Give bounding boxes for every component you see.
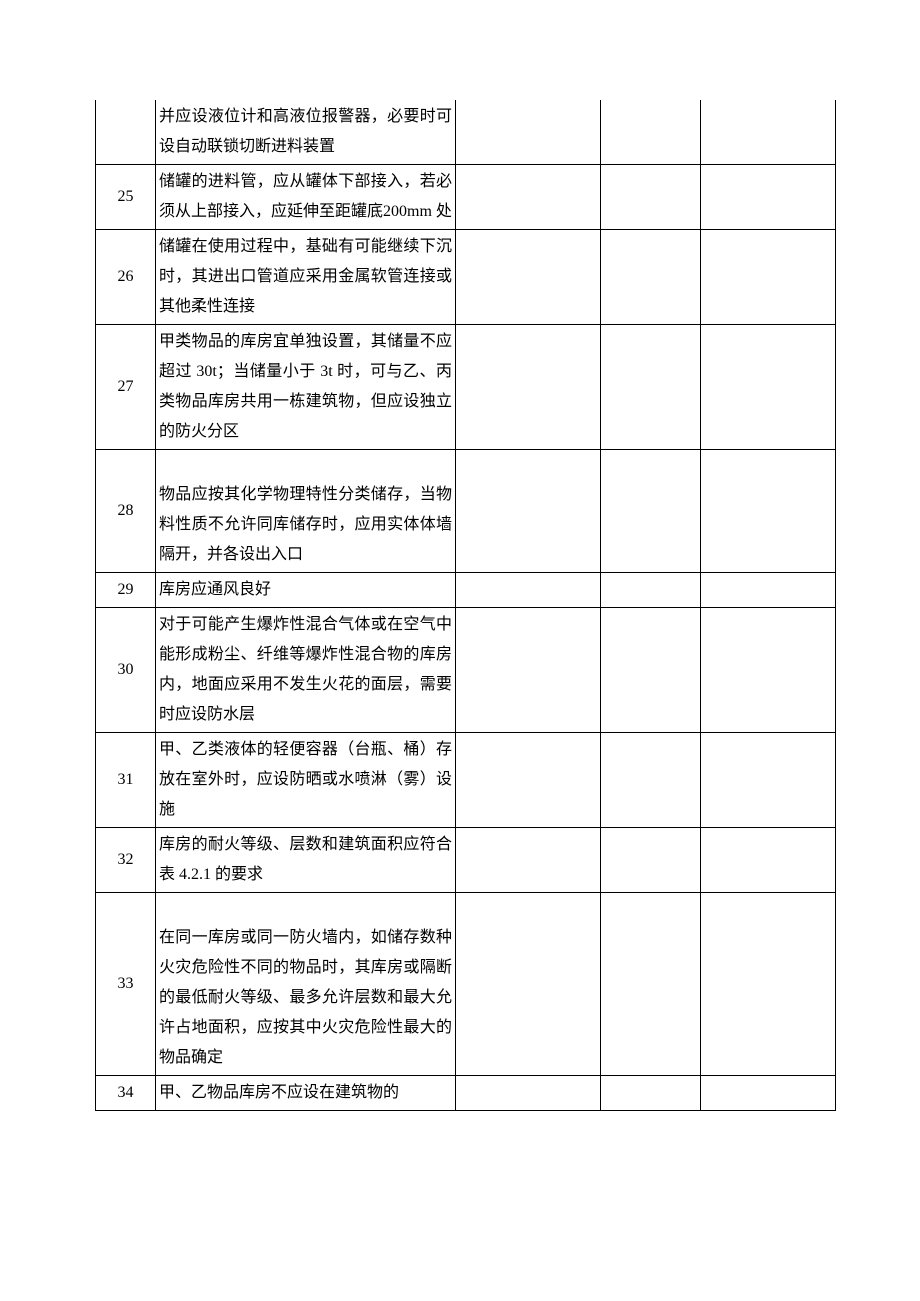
row-number: 32 <box>96 828 156 893</box>
row-col4 <box>601 893 701 1076</box>
row-col4 <box>601 165 701 230</box>
row-description: 并应设液位计和高液位报警器，必要时可设自动联锁切断进料装置 <box>156 100 456 165</box>
row-description: 甲、乙物品库房不应设在建筑物的 <box>156 1076 456 1111</box>
row-col3 <box>456 1076 601 1111</box>
row-number: 30 <box>96 608 156 733</box>
row-col4 <box>601 828 701 893</box>
row-col4 <box>601 230 701 325</box>
row-description: 物品应按其化学物理特性分类储存，当物料性质不允许同库储存时，应用实体体墙隔开，并… <box>156 450 456 573</box>
row-col5 <box>701 608 836 733</box>
row-col3 <box>456 325 601 450</box>
row-description: 对于可能产生爆炸性混合气体或在空气中能形成粉尘、纤维等爆炸性混合物的库房内，地面… <box>156 608 456 733</box>
row-description: 甲、乙类液体的轻便容器（台瓶、桶）存放在室外时，应设防晒或水喷淋（雾）设施 <box>156 733 456 828</box>
table-row: 29 库房应通风良好 <box>96 573 836 608</box>
table-row: 27 甲类物品的库房宜单独设置，其储量不应超过 30t；当储量小于 3t 时，可… <box>96 325 836 450</box>
table-row: 并应设液位计和高液位报警器，必要时可设自动联锁切断进料装置 <box>96 100 836 165</box>
row-col3 <box>456 100 601 165</box>
row-col3 <box>456 893 601 1076</box>
row-number: 25 <box>96 165 156 230</box>
row-col3 <box>456 450 601 573</box>
table-row: 33 在同一库房或同一防火墙内，如储存数种火灾危险性不同的物品时，其库房或隔断的… <box>96 893 836 1076</box>
row-col4 <box>601 100 701 165</box>
row-col5 <box>701 100 836 165</box>
row-number: 28 <box>96 450 156 573</box>
row-col3 <box>456 230 601 325</box>
row-description: 在同一库房或同一防火墙内，如储存数种火灾危险性不同的物品时，其库房或隔断的最低耐… <box>156 893 456 1076</box>
table-row: 28 物品应按其化学物理特性分类储存，当物料性质不允许同库储存时，应用实体体墙隔… <box>96 450 836 573</box>
row-col4 <box>601 573 701 608</box>
row-number: 33 <box>96 893 156 1076</box>
row-col4 <box>601 450 701 573</box>
row-col4 <box>601 1076 701 1111</box>
row-col3 <box>456 733 601 828</box>
row-col4 <box>601 325 701 450</box>
row-description: 储罐的进料管，应从罐体下部接入，若必须从上部接入，应延伸至距罐底200mm 处 <box>156 165 456 230</box>
row-col5 <box>701 325 836 450</box>
row-col5 <box>701 1076 836 1111</box>
row-col5 <box>701 733 836 828</box>
table-row: 31 甲、乙类液体的轻便容器（台瓶、桶）存放在室外时，应设防晒或水喷淋（雾）设施 <box>96 733 836 828</box>
row-col5 <box>701 450 836 573</box>
row-col3 <box>456 165 601 230</box>
row-number <box>96 100 156 165</box>
row-number: 31 <box>96 733 156 828</box>
row-col3 <box>456 828 601 893</box>
checklist-table: 并应设液位计和高液位报警器，必要时可设自动联锁切断进料装置 25 储罐的进料管，… <box>95 100 836 1111</box>
row-col5 <box>701 573 836 608</box>
table-body: 并应设液位计和高液位报警器，必要时可设自动联锁切断进料装置 25 储罐的进料管，… <box>96 100 836 1111</box>
row-col5 <box>701 828 836 893</box>
table-row: 26 储罐在使用过程中，基础有可能继续下沉时，其进出口管道应采用金属软管连接或其… <box>96 230 836 325</box>
page: 并应设液位计和高液位报警器，必要时可设自动联锁切断进料装置 25 储罐的进料管，… <box>0 0 920 1151</box>
table-row: 30 对于可能产生爆炸性混合气体或在空气中能形成粉尘、纤维等爆炸性混合物的库房内… <box>96 608 836 733</box>
table-row: 34 甲、乙物品库房不应设在建筑物的 <box>96 1076 836 1111</box>
table-row: 32 库房的耐火等级、层数和建筑面积应符合表 4.2.1 的要求 <box>96 828 836 893</box>
table-row: 25 储罐的进料管，应从罐体下部接入，若必须从上部接入，应延伸至距罐底200mm… <box>96 165 836 230</box>
row-col5 <box>701 165 836 230</box>
row-description: 库房的耐火等级、层数和建筑面积应符合表 4.2.1 的要求 <box>156 828 456 893</box>
row-col3 <box>456 608 601 733</box>
row-col5 <box>701 893 836 1076</box>
row-col4 <box>601 733 701 828</box>
row-description: 储罐在使用过程中，基础有可能继续下沉时，其进出口管道应采用金属软管连接或其他柔性… <box>156 230 456 325</box>
row-col3 <box>456 573 601 608</box>
row-description: 库房应通风良好 <box>156 573 456 608</box>
row-number: 34 <box>96 1076 156 1111</box>
row-number: 29 <box>96 573 156 608</box>
row-description: 甲类物品的库房宜单独设置，其储量不应超过 30t；当储量小于 3t 时，可与乙、… <box>156 325 456 450</box>
row-number: 27 <box>96 325 156 450</box>
row-col5 <box>701 230 836 325</box>
row-col4 <box>601 608 701 733</box>
row-number: 26 <box>96 230 156 325</box>
